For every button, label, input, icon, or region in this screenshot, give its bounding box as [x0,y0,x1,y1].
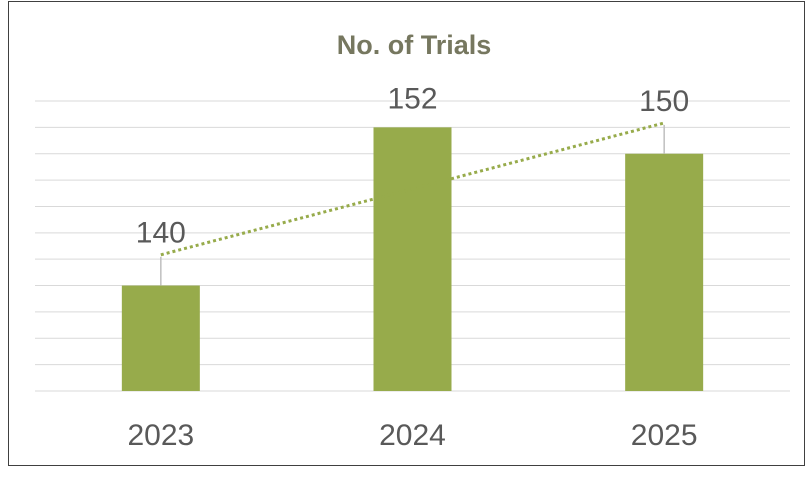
trendline [160,121,665,257]
bar [373,127,452,391]
data-label: 152 [387,82,437,115]
data-label: 150 [639,85,689,118]
x-tick-label: 2023 [127,419,194,452]
bar [121,285,200,391]
x-tick-label: 2025 [631,419,698,452]
x-tick-label: 2024 [379,419,446,452]
bar [625,153,704,391]
data-label: 140 [136,217,186,250]
chart-title: No. of Trials [337,30,492,60]
